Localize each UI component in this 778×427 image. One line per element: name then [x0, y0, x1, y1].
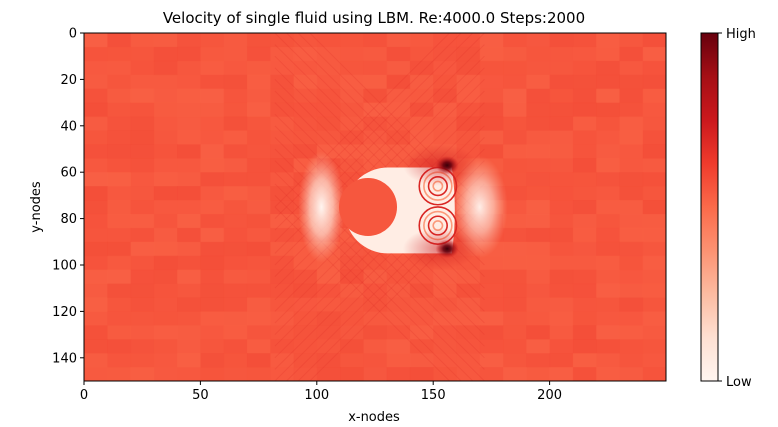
- x-axis-ticks: 0 50 100 150 200: [80, 381, 562, 403]
- colorbar-high-label: High: [726, 27, 756, 42]
- flow-features: [298, 144, 508, 270]
- x-axis-label: x-nodes: [348, 410, 400, 425]
- y-tick-label: 40: [60, 119, 77, 134]
- y-tick-label: 100: [52, 259, 77, 274]
- shear-peak: [435, 155, 459, 175]
- obstacle-circle: [339, 178, 398, 236]
- y-axis-label: y-nodes: [29, 181, 44, 233]
- chart-title: Velocity of single fluid using LBM. Re:4…: [163, 9, 585, 27]
- shear-peak: [435, 239, 459, 259]
- colorbar-low-label: Low: [726, 375, 752, 390]
- y-tick-label: 140: [52, 351, 77, 366]
- x-tick-label: 100: [304, 388, 329, 403]
- y-axis-ticks: 0 20 40 60 80 100 120 140: [52, 27, 84, 366]
- stagnation-region: [298, 151, 345, 263]
- downstream-low-velocity-region: [451, 155, 508, 259]
- plot-area: [84, 33, 666, 381]
- y-tick-label: 120: [52, 305, 77, 320]
- x-tick-label: 200: [537, 388, 562, 403]
- y-tick-label: 60: [60, 166, 77, 181]
- plot-frame: [83, 32, 667, 382]
- y-tick-label: 0: [69, 27, 77, 42]
- y-tick-label: 20: [60, 73, 77, 88]
- x-tick-label: 150: [421, 388, 446, 403]
- colorbar: High Low: [700, 27, 756, 390]
- y-tick-label: 80: [60, 212, 77, 227]
- flow-texture: [84, 33, 666, 381]
- x-tick-label: 50: [192, 388, 209, 403]
- x-tick-label: 0: [80, 388, 88, 403]
- colorbar-gradient: [700, 32, 719, 382]
